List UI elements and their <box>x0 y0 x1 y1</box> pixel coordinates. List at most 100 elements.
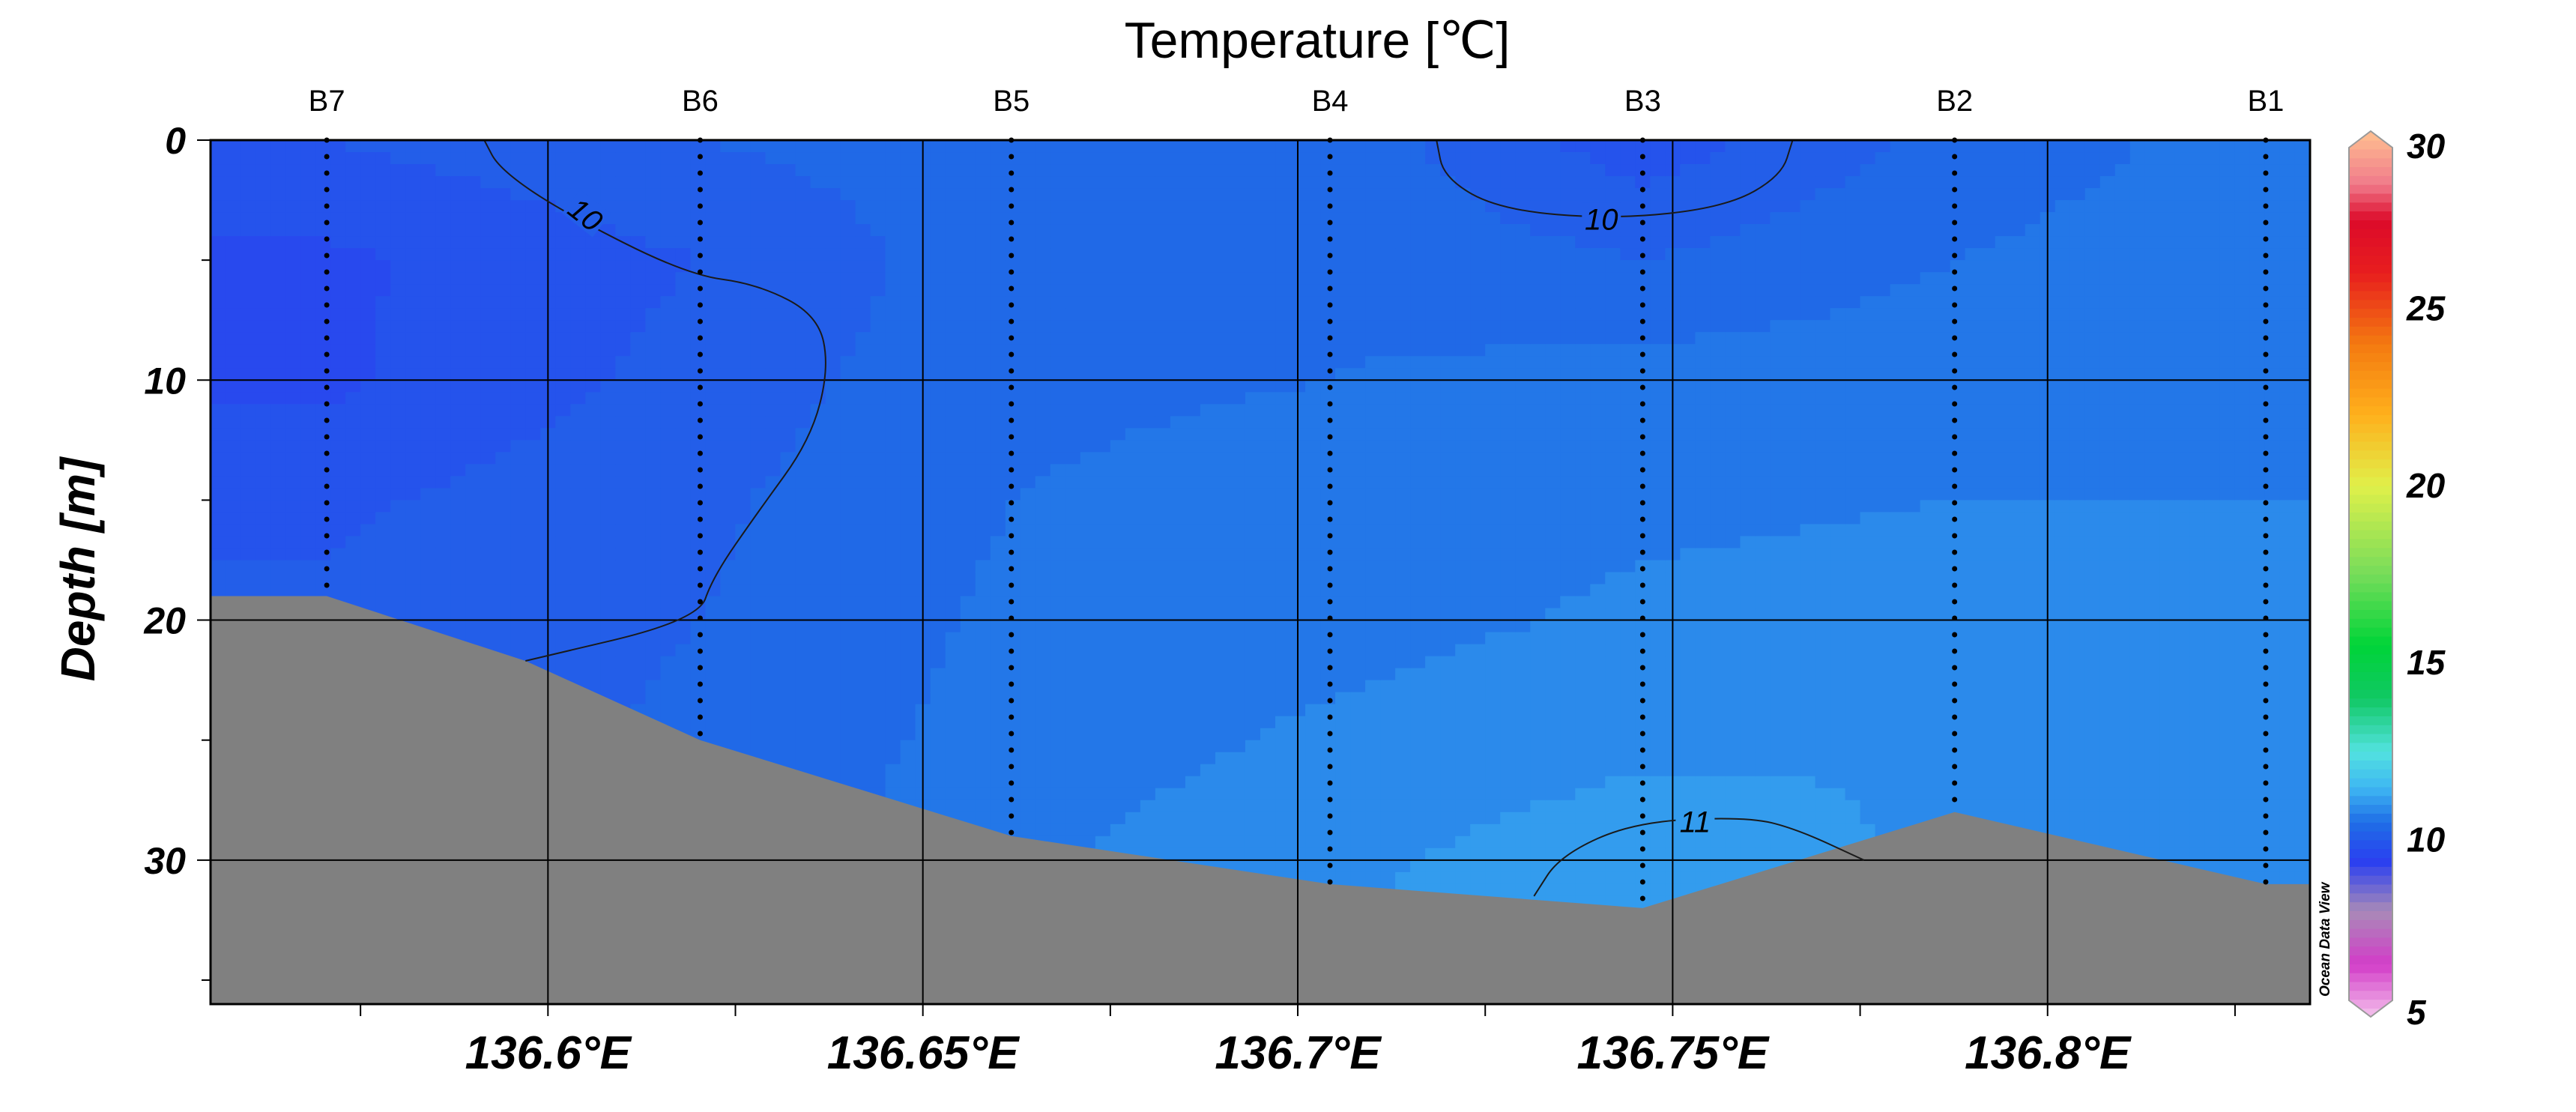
temperature-cell <box>1050 452 1066 465</box>
temperature-cell <box>796 644 811 657</box>
temperature-cell <box>871 260 886 273</box>
temperature-cell <box>465 356 481 369</box>
temperature-cell <box>751 560 767 572</box>
temperature-cell <box>1200 644 1216 657</box>
temperature-cell <box>405 356 421 369</box>
temperature-cell <box>555 440 571 453</box>
temperature-cell <box>1230 692 1246 705</box>
temperature-cell <box>961 704 976 717</box>
temperature-cell <box>345 368 361 381</box>
temperature-cell <box>1170 836 1186 849</box>
temperature-cell <box>1200 440 1216 453</box>
temperature-cell <box>525 380 541 393</box>
temperature-cell <box>796 680 811 693</box>
temperature-cell <box>1021 692 1036 705</box>
temperature-cell <box>1170 548 1186 560</box>
temperature-cell <box>1125 512 1141 525</box>
temperature-cell <box>1065 752 1081 765</box>
temperature-cell <box>796 752 811 765</box>
temperature-cell <box>991 596 1006 609</box>
temperature-cell <box>766 596 781 609</box>
temperature-cell <box>270 440 286 453</box>
temperature-cell <box>946 296 961 309</box>
temperature-cell <box>315 572 331 585</box>
temperature-cell <box>1080 152 1096 165</box>
temperature-cell <box>1080 200 1096 213</box>
temperature-cell <box>345 536 361 549</box>
temperature-cell <box>510 572 526 585</box>
temperature-cell <box>480 632 496 645</box>
temperature-cell <box>435 332 451 345</box>
temperature-cell <box>901 404 916 417</box>
temperature-cell <box>1200 740 1216 753</box>
temperature-cell <box>751 332 767 345</box>
temperature-cell <box>256 428 271 441</box>
temperature-cell <box>435 248 451 261</box>
temperature-cell <box>1095 344 1111 357</box>
temperature-cell <box>1021 776 1036 789</box>
temperature-cell <box>1065 200 1081 213</box>
temperature-cell <box>931 356 946 369</box>
temperature-cell <box>705 452 721 465</box>
temperature-cell <box>1230 812 1246 825</box>
temperature-cell <box>886 668 901 681</box>
temperature-cell <box>841 404 856 417</box>
temperature-cell <box>555 464 571 477</box>
temperature-cell <box>1110 668 1126 681</box>
temperature-cell <box>435 368 451 381</box>
temperature-cell <box>1035 500 1051 513</box>
temperature-cell <box>1110 236 1126 249</box>
temperature-cell <box>1095 452 1111 465</box>
temperature-cell <box>1140 452 1156 465</box>
temperature-cell <box>330 488 346 501</box>
temperature-cell <box>1095 824 1111 837</box>
temperature-cell <box>766 224 781 237</box>
temperature-cell <box>675 224 691 237</box>
temperature-cell <box>1215 536 1231 549</box>
temperature-cell <box>315 416 331 429</box>
temperature-cell <box>961 572 976 585</box>
temperature-cell <box>1110 320 1126 333</box>
temperature-cell <box>330 560 346 572</box>
temperature-cell <box>480 560 496 572</box>
temperature-cell <box>420 500 436 513</box>
temperature-cell <box>615 536 631 549</box>
temperature-cell <box>585 560 601 572</box>
temperature-cell <box>886 308 901 321</box>
temperature-cell <box>826 188 841 201</box>
temperature-cell <box>705 548 721 560</box>
temperature-cell <box>1140 500 1156 513</box>
temperature-cell <box>1035 392 1051 405</box>
temperature-cell <box>555 140 571 153</box>
temperature-cell <box>645 632 661 645</box>
temperature-cell <box>495 368 511 381</box>
temperature-cell <box>1140 752 1156 765</box>
temperature-cell <box>961 356 976 369</box>
temperature-cell <box>630 524 646 537</box>
temperature-cell <box>1095 380 1111 393</box>
temperature-cell <box>420 560 436 572</box>
temperature-cell <box>856 488 871 501</box>
temperature-cell <box>435 200 451 213</box>
temperature-cell <box>1065 776 1081 789</box>
temperature-cell <box>405 212 421 225</box>
temperature-cell <box>226 296 241 309</box>
temperature-cell <box>856 476 871 489</box>
temperature-cell <box>946 644 961 657</box>
temperature-cell <box>1140 200 1156 213</box>
temperature-cell <box>510 392 526 405</box>
temperature-cell <box>645 212 661 225</box>
temperature-cell <box>856 536 871 549</box>
temperature-cell <box>345 356 361 369</box>
temperature-cell <box>961 632 976 645</box>
temperature-cell <box>766 680 781 693</box>
temperature-cell <box>901 344 916 357</box>
temperature-cell <box>585 260 601 273</box>
temperature-cell <box>1050 812 1066 825</box>
temperature-cell <box>781 188 796 201</box>
temperature-cell <box>826 344 841 357</box>
temperature-cell <box>961 392 976 405</box>
temperature-cell <box>675 392 691 405</box>
temperature-cell <box>211 536 226 549</box>
temperature-cell <box>315 356 331 369</box>
